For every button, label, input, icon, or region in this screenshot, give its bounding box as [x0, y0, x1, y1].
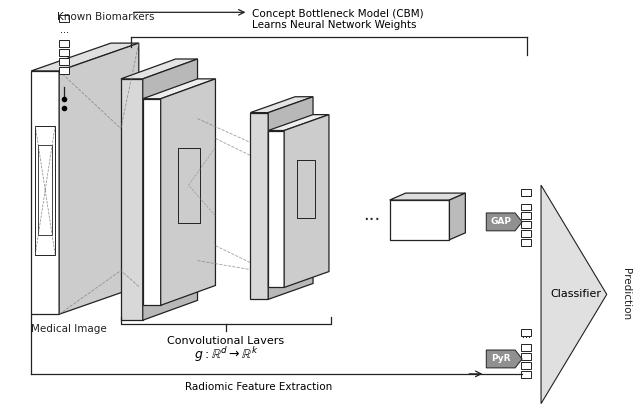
Text: ...: ...	[522, 189, 531, 199]
Polygon shape	[268, 97, 313, 299]
Text: Learns Neural Network Weights: Learns Neural Network Weights	[252, 20, 417, 30]
Bar	[521, 230, 531, 237]
Polygon shape	[449, 193, 465, 240]
Bar	[521, 189, 531, 196]
Polygon shape	[121, 79, 143, 320]
Bar	[521, 239, 531, 246]
Polygon shape	[541, 185, 607, 404]
Text: Prediction: Prediction	[621, 268, 630, 321]
Bar	[59, 15, 69, 22]
Bar	[521, 371, 531, 378]
Bar	[59, 67, 69, 74]
Polygon shape	[161, 79, 216, 305]
Polygon shape	[390, 193, 465, 200]
Text: Classifier: Classifier	[550, 289, 602, 299]
Text: Medical Image: Medical Image	[31, 324, 107, 334]
Bar	[521, 362, 531, 369]
Bar	[59, 49, 69, 56]
Polygon shape	[143, 59, 198, 320]
Text: ...: ...	[60, 25, 68, 35]
Polygon shape	[268, 115, 329, 131]
Text: Radiomic Feature Extraction: Radiomic Feature Extraction	[185, 382, 332, 392]
Text: Concept Bottleneck Model (CBM): Concept Bottleneck Model (CBM)	[252, 9, 424, 19]
Polygon shape	[143, 79, 216, 99]
Bar	[59, 40, 69, 47]
Text: PyR: PyR	[492, 354, 511, 363]
Bar	[59, 58, 69, 65]
Polygon shape	[121, 59, 198, 79]
Bar	[521, 353, 531, 360]
Text: ...: ...	[363, 206, 380, 224]
Text: ...: ...	[522, 330, 531, 339]
Bar	[521, 329, 531, 336]
Polygon shape	[31, 71, 59, 314]
Text: GAP: GAP	[491, 217, 512, 226]
Text: $g : \mathbb{R}^d \rightarrow \mathbb{R}^k$: $g : \mathbb{R}^d \rightarrow \mathbb{R}…	[194, 346, 258, 365]
Polygon shape	[390, 200, 449, 240]
Bar	[521, 222, 531, 229]
Polygon shape	[59, 43, 139, 314]
Polygon shape	[486, 213, 522, 231]
Polygon shape	[268, 131, 284, 287]
Text: Known Biomarkers: Known Biomarkers	[57, 12, 155, 22]
Bar	[521, 212, 531, 219]
Polygon shape	[250, 97, 313, 113]
Polygon shape	[284, 115, 329, 287]
Polygon shape	[250, 113, 268, 299]
Polygon shape	[143, 99, 161, 305]
Bar	[521, 344, 531, 351]
Polygon shape	[486, 350, 522, 368]
Polygon shape	[31, 43, 139, 71]
Bar	[521, 203, 531, 210]
Text: Convolutional Lavers: Convolutional Lavers	[167, 336, 284, 346]
